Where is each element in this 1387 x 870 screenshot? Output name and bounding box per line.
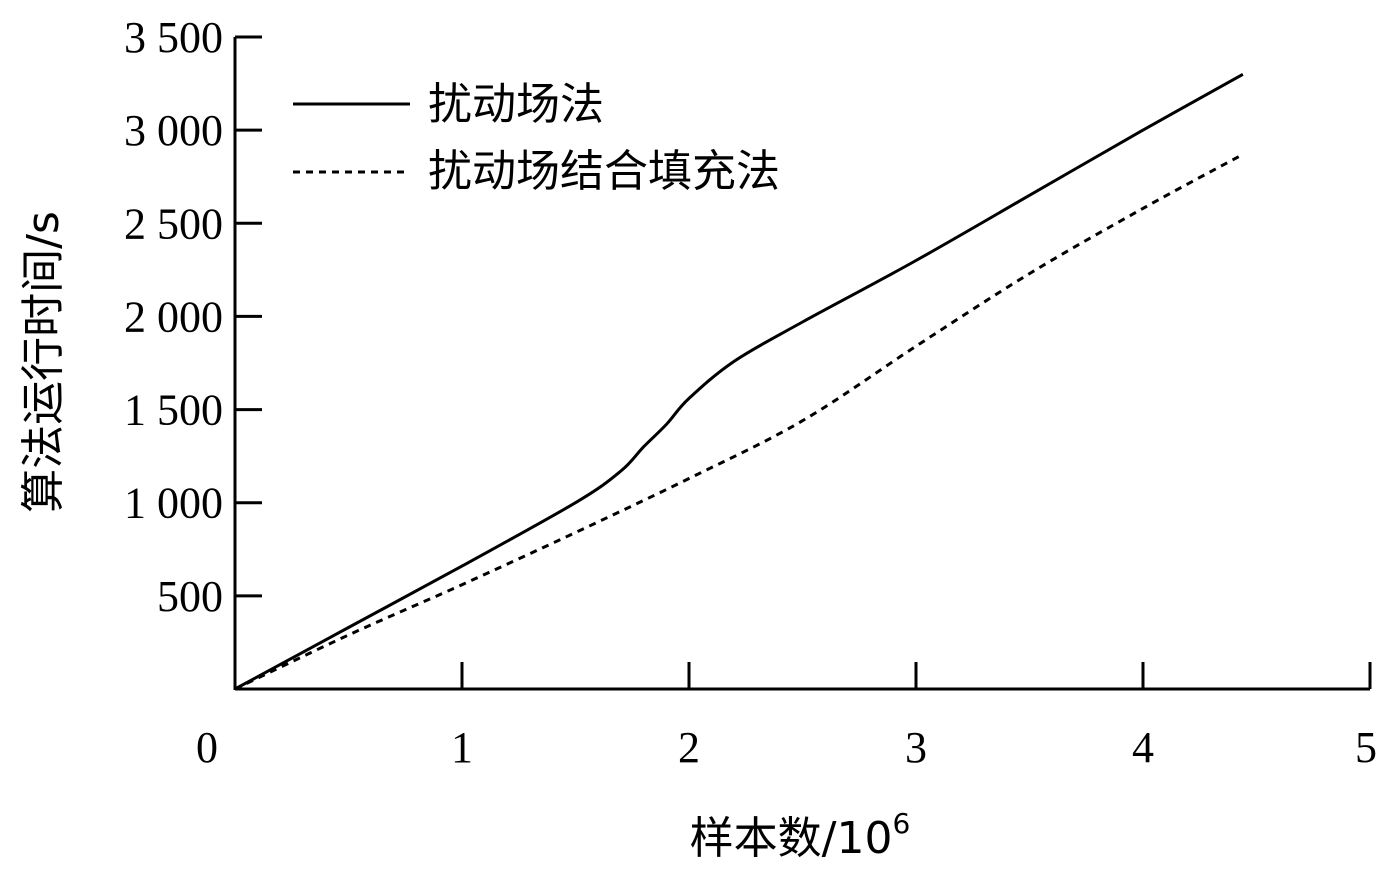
legend-label-dashed: 扰动场结合填充法 [428, 146, 780, 197]
x-axis-title-text: 样本数/10 [690, 813, 893, 864]
x-axis-title: 样本数/106 [690, 807, 911, 864]
y-axis-ticks: 500 1 000 1 500 2 000 2 500 3 000 3 500 [124, 13, 262, 621]
series-line-dashed [234, 153, 1244, 691]
y-tick-label: 2 000 [124, 292, 223, 341]
x-tick-label: 4 [1132, 723, 1154, 772]
y-tick-label: 1 000 [124, 479, 223, 528]
y-tick-label: 2 500 [124, 199, 223, 248]
x-axis-ticks: 0 1 2 3 4 5 [196, 662, 1377, 772]
x-tick-label: 1 [451, 723, 473, 772]
y-tick-label: 1 500 [124, 386, 223, 435]
x-tick-label: 5 [1355, 723, 1377, 772]
y-tick-label: 3 000 [124, 106, 223, 155]
y-tick-label: 3 500 [124, 13, 223, 62]
y-axis-title: 算法运行时间/s [18, 211, 69, 513]
x-tick-label: 2 [678, 723, 700, 772]
legend-label-solid: 扰动场法 [428, 79, 604, 130]
x-tick-label: 0 [196, 723, 218, 772]
x-tick-label: 3 [905, 723, 927, 772]
legend: 扰动场法 扰动场结合填充法 [293, 79, 780, 197]
series-line-solid [234, 72, 1244, 691]
y-tick-label: 500 [157, 572, 223, 621]
series-layer [234, 72, 1244, 691]
x-axis-title-exponent: 6 [892, 807, 910, 840]
